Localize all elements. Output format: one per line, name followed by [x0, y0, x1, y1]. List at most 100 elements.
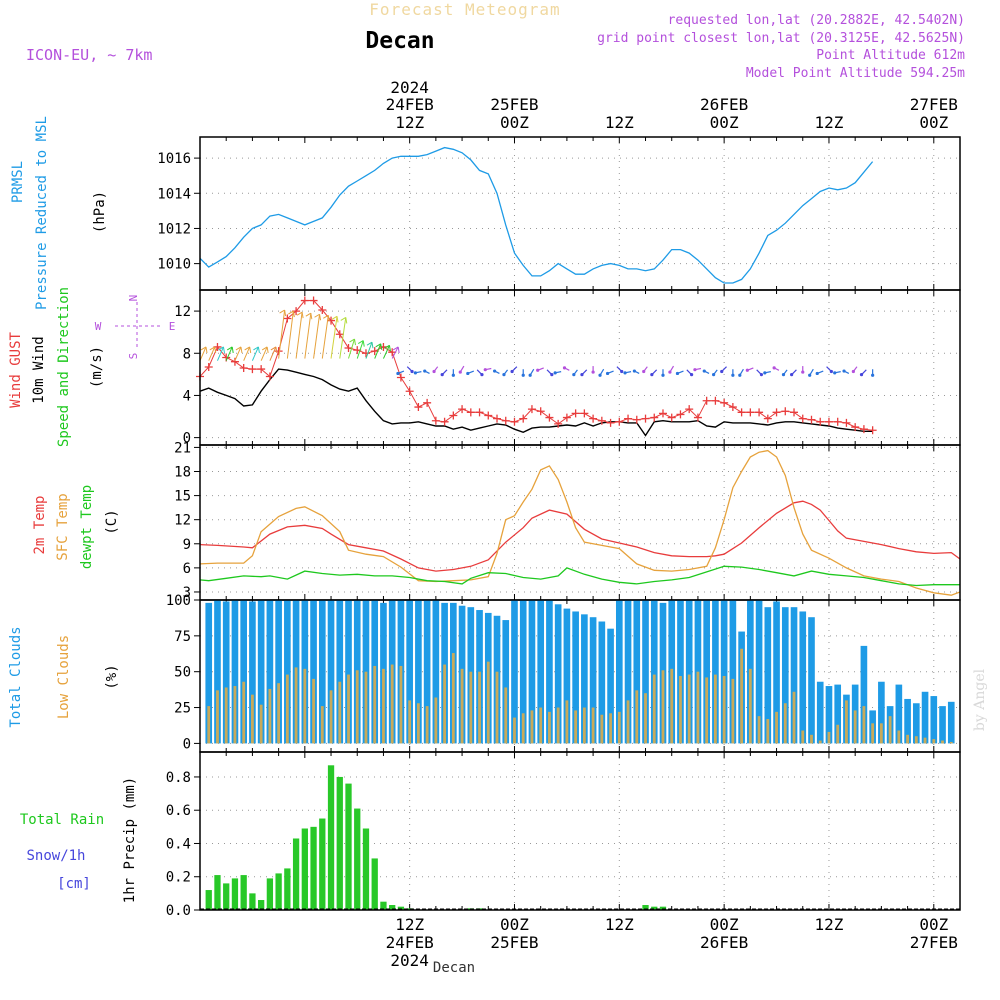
- clouds-ytick-label: 100: [166, 593, 191, 609]
- wind-arrowhead: [323, 314, 330, 322]
- wind-arrowhead: [738, 373, 742, 377]
- total-cloud-bar: [939, 706, 946, 744]
- pressure-ytick-label: 1016: [157, 151, 191, 167]
- low-cloud-bar: [740, 648, 744, 744]
- precip-bar: [249, 893, 256, 910]
- wind-arrowhead: [270, 346, 278, 354]
- wind-arrowhead: [432, 369, 436, 374]
- gust-marker: [440, 417, 449, 426]
- gust-marker: [658, 409, 667, 418]
- precip-bar: [240, 875, 247, 910]
- total-cloud-bar: [528, 600, 536, 744]
- precip-bar: [651, 906, 658, 910]
- wind-arrowhead: [200, 346, 208, 354]
- wind-arrowhead: [396, 371, 400, 376]
- low-cloud-bar: [705, 677, 709, 744]
- gust-marker: [693, 413, 702, 422]
- wind-arrowhead: [261, 346, 269, 354]
- time-bottom-year: 2024: [390, 951, 429, 970]
- gust-marker: [458, 405, 467, 414]
- gust-marker: [842, 418, 851, 427]
- low-cloud-bar: [504, 687, 508, 744]
- gust-marker: [772, 408, 781, 417]
- low-cloud-bar: [941, 740, 944, 744]
- wind-arrowhead: [620, 369, 624, 374]
- pressure-frame: [199, 136, 961, 291]
- total-cloud-bar: [537, 600, 545, 744]
- low-cloud-bar: [416, 703, 420, 744]
- wind-arrowhead: [605, 371, 610, 376]
- wind-arrowhead: [493, 369, 497, 373]
- gust-marker: [239, 364, 248, 373]
- clouds-ytick-label: 75: [174, 629, 191, 645]
- gust-marker: [720, 398, 729, 407]
- low-cloud-bar: [827, 731, 831, 744]
- low-cloud-bar: [224, 687, 228, 744]
- temp-ytick-label: 6: [183, 561, 191, 577]
- total-cloud-bar: [327, 600, 335, 744]
- wind-arrowhead: [392, 346, 400, 354]
- total-cloud-bar: [799, 611, 807, 744]
- precip-bar: [345, 783, 352, 910]
- wind-arrowhead: [712, 373, 716, 377]
- total-cloud-bar: [266, 600, 274, 744]
- wind-arrowhead: [829, 369, 833, 374]
- gust-marker: [327, 316, 336, 325]
- wind-ytick-label: 4: [183, 388, 191, 404]
- clouds-ytick-label: 0: [183, 736, 191, 752]
- low-cloud-bar: [783, 703, 787, 744]
- total-cloud-bar: [563, 608, 571, 744]
- low-cloud-bar: [425, 706, 429, 744]
- gust-marker: [248, 365, 257, 374]
- precip-bar: [327, 765, 335, 910]
- wind-arrowhead: [384, 344, 391, 352]
- wind-arrowhead: [871, 373, 875, 377]
- wind-arrowhead: [279, 309, 287, 317]
- wind-arrow: [234, 346, 242, 361]
- low-cloud-bar: [251, 694, 254, 744]
- low-cloud-bar: [661, 670, 665, 744]
- total-cloud-bar: [222, 601, 230, 744]
- precip-bar: [659, 906, 667, 910]
- wind-ytick-label: 12: [174, 304, 191, 320]
- precip-bar: [266, 878, 274, 910]
- wind-arrowhead: [598, 373, 602, 377]
- wind-arrowhead: [357, 340, 365, 347]
- wind-arrow: [251, 346, 259, 361]
- total-cloud-bar: [755, 600, 763, 744]
- temp-ytick-label: 9: [183, 537, 191, 553]
- wind-arrowhead: [331, 315, 339, 323]
- low-cloud-bar: [906, 734, 909, 744]
- clouds-label-total: Total Clouds: [8, 626, 24, 727]
- precip-bar: [231, 878, 239, 910]
- total-cloud-bar: [947, 701, 955, 744]
- gust-marker: [230, 357, 239, 366]
- low-cloud-bar: [434, 697, 438, 744]
- gust-marker: [597, 416, 606, 425]
- gust-marker: [763, 414, 772, 423]
- low-cloud-bar: [810, 734, 813, 744]
- total-cloud-bar: [546, 600, 553, 744]
- low-cloud-bar: [548, 711, 551, 744]
- precip-bar: [362, 828, 370, 910]
- low-cloud-bar: [871, 723, 875, 744]
- total-cloud-bar: [904, 698, 911, 744]
- gust-marker: [824, 417, 833, 426]
- precip-label-snow: Snow/1h: [26, 848, 85, 864]
- gust-marker: [711, 396, 720, 405]
- gust-marker: [274, 347, 283, 356]
- time-top-date: 27FEB: [910, 95, 958, 114]
- gridpoint-location: grid point closest lon,lat (20.3125E, 42…: [597, 31, 965, 46]
- wind-arrow: [199, 346, 207, 361]
- total-cloud-bar: [511, 600, 518, 744]
- gust-marker: [737, 408, 746, 417]
- gust-marker: [641, 414, 650, 423]
- time-top-hour: 00Z: [710, 113, 739, 132]
- gust-marker: [650, 413, 659, 422]
- low-cloud-bar: [617, 711, 621, 744]
- low-cloud-bar: [818, 740, 822, 744]
- low-cloud-bar: [338, 681, 342, 744]
- low-cloud-bar: [207, 706, 211, 744]
- total-cloud-bar: [624, 600, 632, 744]
